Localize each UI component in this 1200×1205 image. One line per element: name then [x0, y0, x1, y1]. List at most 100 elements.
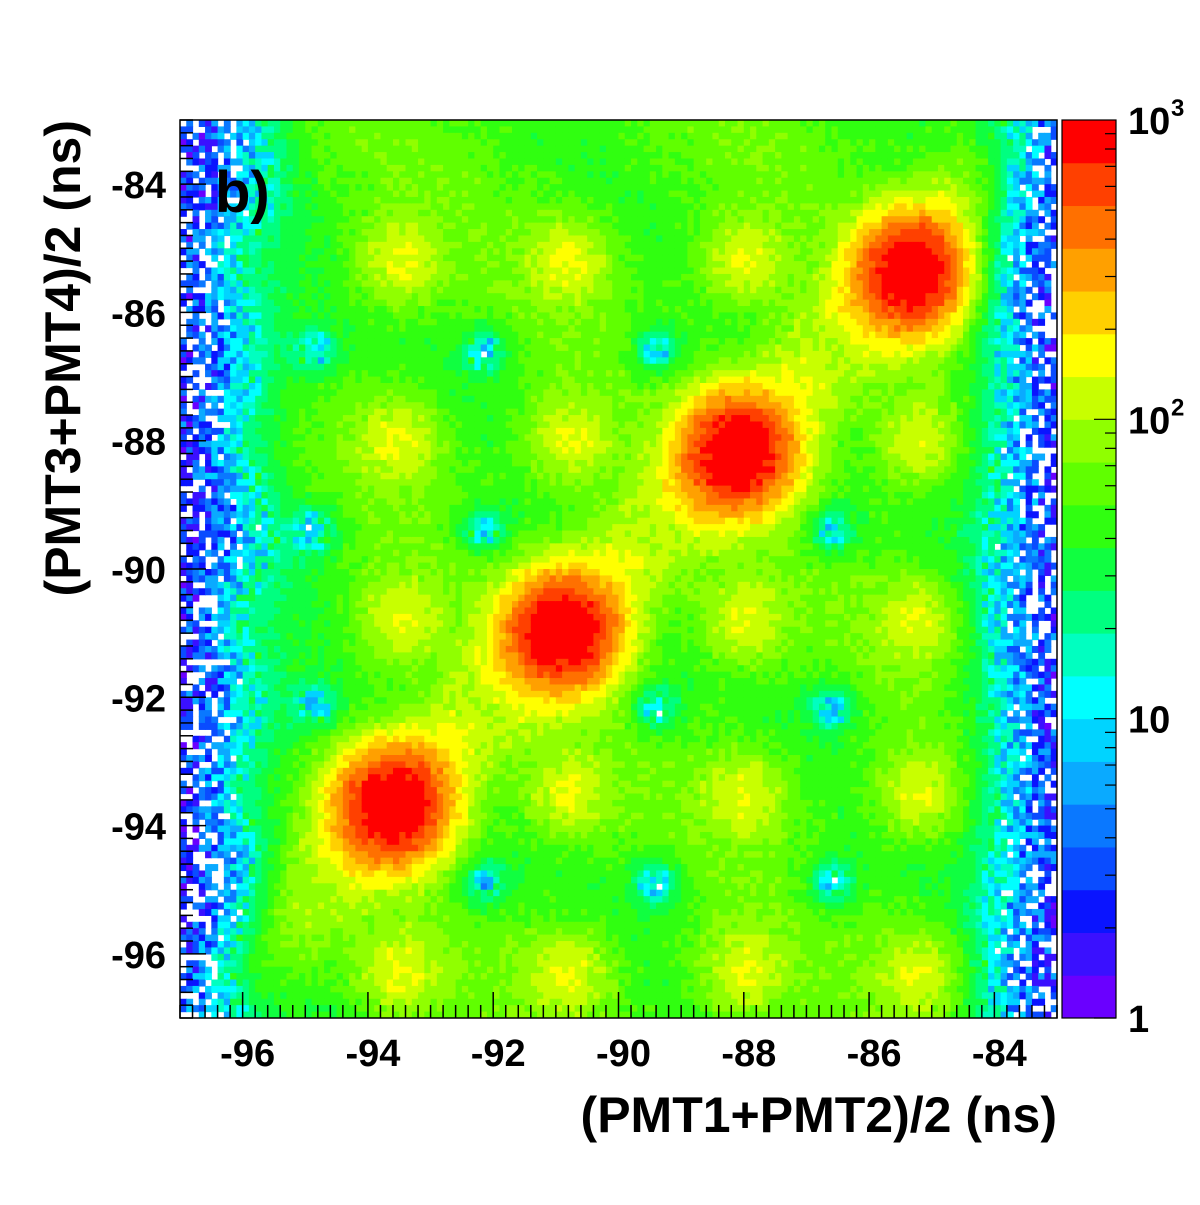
- heatmap-cell: [230, 447, 237, 455]
- heatmap-cell: [280, 427, 288, 435]
- heatmap-cell: [186, 331, 194, 339]
- heatmap-cell: [292, 985, 300, 993]
- heatmap-cell: [317, 722, 325, 730]
- heatmap-cell: [392, 601, 400, 609]
- heatmap-cell: [261, 530, 269, 538]
- heatmap-cell: [324, 626, 331, 634]
- heatmap-cell: [367, 286, 375, 294]
- heatmap-cell: [236, 819, 244, 827]
- heatmap-cell: [367, 703, 375, 711]
- heatmap-cell: [399, 517, 407, 525]
- heatmap-cell: [361, 306, 369, 314]
- heatmap-cell: [361, 806, 369, 814]
- heatmap-cell: [405, 389, 413, 397]
- heatmap-cell: [242, 504, 250, 512]
- heatmap-cell: [330, 511, 338, 519]
- heatmap-cell: [305, 703, 313, 711]
- heatmap-cell: [261, 844, 269, 852]
- heatmap-cell: [248, 735, 256, 743]
- heatmap-cell: [330, 459, 338, 467]
- heatmap-cell: [261, 966, 269, 974]
- heatmap-cell: [405, 139, 413, 147]
- heatmap-cell: [399, 594, 407, 602]
- heatmap-cell: [317, 543, 325, 551]
- heatmap-cell: [261, 325, 269, 333]
- heatmap-cell: [205, 370, 212, 378]
- heatmap-cell: [361, 889, 369, 897]
- heatmap-cell: [330, 280, 338, 288]
- heatmap-cell: [280, 1011, 288, 1018]
- heatmap-cell: [317, 395, 325, 403]
- heatmap-cell: [223, 588, 231, 596]
- heatmap-cell: [349, 216, 356, 224]
- heatmap-cell: [367, 209, 375, 217]
- heatmap-cell: [367, 908, 375, 916]
- heatmap-cell: [292, 402, 300, 410]
- heatmap-cell: [324, 979, 331, 987]
- heatmap-cell: [292, 896, 300, 904]
- heatmap-cell: [330, 466, 338, 474]
- heatmap-cell: [342, 286, 350, 294]
- heatmap-cell: [180, 145, 187, 153]
- heatmap-cell: [223, 344, 231, 352]
- heatmap-cell: [205, 851, 212, 859]
- heatmap-cell: [273, 947, 281, 955]
- heatmap-cell: [367, 132, 375, 140]
- heatmap-cell: [186, 427, 194, 435]
- heatmap-cell: [242, 517, 250, 525]
- heatmap-cell: [386, 678, 394, 686]
- heatmap-cell: [292, 536, 300, 544]
- heatmap-cell: [405, 241, 413, 249]
- heatmap-cell: [255, 248, 263, 256]
- heatmap-cell: [392, 735, 400, 743]
- heatmap-cell: [230, 690, 237, 698]
- heatmap-cell: [399, 703, 407, 711]
- heatmap-cell: [330, 812, 338, 820]
- heatmap-cell: [255, 216, 263, 224]
- heatmap-cell: [261, 806, 269, 814]
- heatmap-cell: [248, 896, 256, 904]
- heatmap-cell: [317, 145, 325, 153]
- heatmap-cell: [361, 549, 369, 557]
- heatmap-cell: [324, 851, 331, 859]
- heatmap-cell: [317, 735, 325, 743]
- heatmap-cell: [305, 427, 313, 435]
- heatmap-cell: [242, 485, 250, 493]
- heatmap-cell: [380, 601, 388, 609]
- heatmap-cell: [405, 492, 413, 500]
- heatmap-cell: [280, 267, 288, 275]
- heatmap-cell: [230, 722, 237, 730]
- heatmap-cell: [399, 896, 407, 904]
- heatmap-cell: [248, 152, 256, 160]
- heatmap-cell: [342, 697, 350, 705]
- heatmap-cell: [330, 915, 338, 923]
- heatmap-cell: [273, 934, 281, 942]
- heatmap-cell: [317, 338, 325, 346]
- heatmap-cell: [405, 485, 413, 493]
- heatmap-cell: [280, 652, 288, 660]
- heatmap-cell: [236, 722, 244, 730]
- heatmap-cell: [223, 447, 231, 455]
- heatmap-cell: [267, 645, 275, 653]
- heatmap-cell: [192, 524, 200, 532]
- heatmap-cell: [236, 338, 244, 346]
- heatmap-cell: [286, 729, 294, 737]
- heatmap-cell: [180, 126, 187, 134]
- heatmap-cell: [405, 793, 413, 801]
- heatmap-cell: [242, 748, 250, 756]
- heatmap-cell: [198, 357, 206, 365]
- heatmap-cell: [367, 427, 375, 435]
- heatmap-cell: [180, 235, 187, 243]
- heatmap-cell: [355, 645, 363, 653]
- heatmap-cell: [336, 312, 344, 320]
- heatmap-cell: [374, 434, 382, 442]
- heatmap-cell: [342, 447, 350, 455]
- heatmap-cell: [217, 588, 225, 596]
- heatmap-cell: [299, 671, 306, 679]
- heatmap-cell: [261, 132, 269, 140]
- heatmap-cell: [399, 864, 407, 872]
- heatmap-cell: [299, 485, 306, 493]
- heatmap-cell: [292, 774, 300, 782]
- heatmap-cell: [299, 562, 306, 570]
- heatmap-cell: [411, 716, 419, 724]
